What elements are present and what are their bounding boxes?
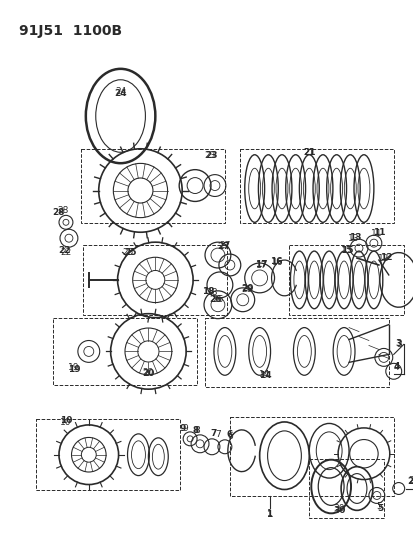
Bar: [239, 149, 393, 223]
Text: 4: 4: [393, 362, 399, 371]
Text: 21: 21: [302, 148, 315, 157]
Text: 24: 24: [114, 88, 127, 98]
Text: 16: 16: [270, 256, 282, 265]
Text: 2: 2: [408, 476, 413, 485]
Text: 7: 7: [210, 430, 216, 438]
Text: 9: 9: [180, 424, 186, 433]
Text: 4: 4: [393, 363, 399, 372]
Text: 24: 24: [115, 87, 126, 96]
Text: 25: 25: [124, 248, 136, 256]
Text: 26: 26: [212, 295, 223, 304]
Text: 27: 27: [217, 241, 230, 251]
Text: 15: 15: [340, 246, 352, 255]
Text: 10: 10: [60, 418, 71, 427]
Text: 13: 13: [348, 233, 361, 241]
Text: 12: 12: [379, 253, 391, 262]
Bar: [53, 318, 197, 385]
Text: 9: 9: [182, 424, 188, 433]
Text: 6: 6: [226, 432, 232, 441]
Text: 29: 29: [241, 284, 254, 293]
Text: 10: 10: [59, 416, 72, 425]
Bar: [81, 149, 224, 223]
Bar: [309, 459, 383, 518]
Text: 14: 14: [258, 370, 270, 379]
Text: 23: 23: [204, 151, 215, 160]
Text: 15: 15: [340, 246, 352, 255]
Text: 3: 3: [395, 339, 401, 348]
Text: 7: 7: [214, 430, 220, 439]
Text: 8: 8: [192, 426, 199, 435]
Text: 27: 27: [218, 240, 230, 249]
Text: 29: 29: [240, 285, 252, 294]
Text: 28: 28: [57, 206, 69, 215]
Text: 1: 1: [266, 509, 272, 518]
Text: 17: 17: [255, 261, 267, 270]
Text: 18: 18: [207, 288, 218, 297]
Text: 1: 1: [266, 510, 272, 519]
Text: 22: 22: [59, 246, 71, 255]
Text: 5: 5: [375, 502, 381, 511]
Text: 11: 11: [370, 229, 382, 238]
Bar: [289, 245, 403, 314]
Text: 30: 30: [332, 504, 344, 513]
Text: 26: 26: [209, 295, 222, 304]
Text: 13: 13: [347, 233, 359, 243]
Text: 3: 3: [395, 340, 401, 349]
Text: 5: 5: [377, 504, 383, 513]
Text: 20: 20: [142, 368, 154, 377]
Text: 22: 22: [60, 248, 71, 256]
Text: 28: 28: [52, 208, 65, 217]
Text: 21: 21: [303, 148, 314, 157]
Text: 19: 19: [67, 365, 80, 374]
Text: 8: 8: [194, 426, 199, 435]
Text: 6: 6: [226, 430, 233, 439]
Text: 11: 11: [372, 228, 384, 237]
Bar: [204, 318, 388, 387]
Text: 23: 23: [205, 151, 218, 160]
Text: 20: 20: [142, 369, 154, 378]
Text: 91J51  1100B: 91J51 1100B: [19, 23, 122, 38]
Bar: [36, 419, 180, 490]
Text: 17: 17: [255, 260, 267, 269]
Text: 12: 12: [377, 254, 389, 263]
Text: 16: 16: [271, 257, 282, 266]
Text: 30: 30: [332, 506, 344, 515]
Text: 2: 2: [406, 477, 413, 486]
Text: 25: 25: [123, 248, 134, 256]
Text: 18: 18: [201, 287, 214, 296]
Text: 19: 19: [68, 363, 79, 372]
Bar: [83, 245, 226, 314]
Bar: [229, 417, 393, 496]
Text: 14: 14: [259, 371, 271, 380]
